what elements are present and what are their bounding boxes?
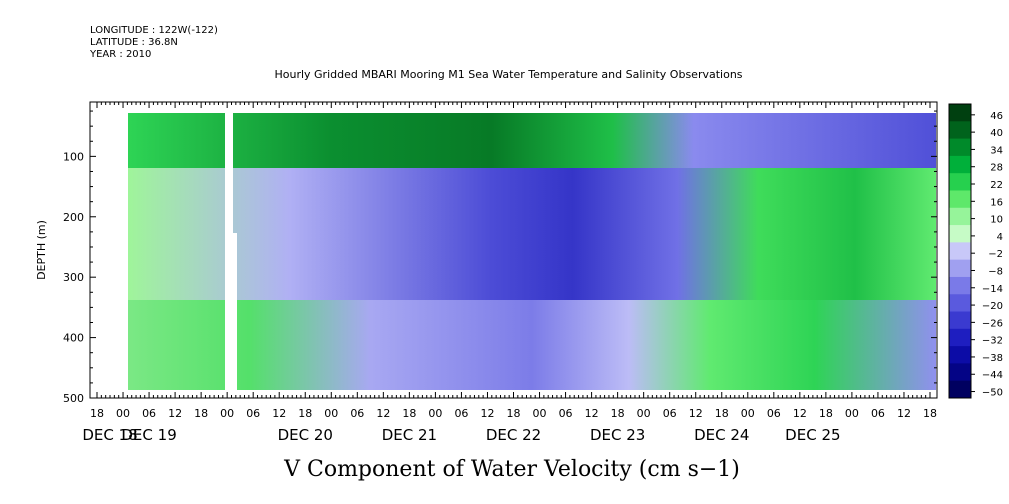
heatmap-band-surface [128, 113, 936, 168]
x-tick-label: 06 [350, 407, 364, 420]
colorbar-swatch [949, 104, 971, 122]
x-tick-label: 00 [533, 407, 547, 420]
x-tick-label: 00 [845, 407, 859, 420]
colorbar-label: 34 [990, 145, 1003, 156]
x-date-label: DEC 22 [486, 426, 541, 444]
x-tick-label: 06 [871, 407, 885, 420]
y-axis: 100 200 300 400 500 [63, 110, 937, 405]
colorbar-label: −26 [982, 318, 1003, 329]
x-date-label: DEC 21 [382, 426, 437, 444]
colorbar-swatch [949, 294, 971, 313]
x-date-label: DEC 19 [121, 426, 176, 444]
x-tick-label: 18 [90, 407, 104, 420]
x-tick-label: 00 [116, 407, 130, 420]
colorbar-label: 4 [997, 232, 1003, 243]
colorbar-label: 10 [990, 215, 1003, 226]
colorbar-swatch [949, 242, 971, 261]
x-date-label: DEC 18 [82, 426, 137, 444]
x-tick-label: 06 [767, 407, 781, 420]
x-date-label: DEC 23 [590, 426, 645, 444]
x-tick-label: 18 [298, 407, 312, 420]
colorbar-swatch [949, 259, 971, 278]
heatmap-gap-lower [225, 233, 237, 390]
chart-title: Hourly Gridded MBARI Mooring M1 Sea Wate… [274, 68, 743, 81]
colorbar: 46 40 34 28 22 16 10 4 −2 −8 −14 −20 −26 −32 −38 −44 −50 [948, 103, 1003, 399]
heatmap-band-mid [128, 150, 936, 320]
x-tick-label: 18 [923, 407, 937, 420]
colorbar-swatch [949, 190, 971, 209]
y-tick-label: 300 [63, 271, 84, 284]
colorbar-swatch [949, 380, 971, 399]
x-date-label: DEC 24 [694, 426, 749, 444]
colorbar-swatch [949, 328, 971, 347]
heatmap-gap [225, 113, 233, 233]
colorbar-swatch [949, 363, 971, 382]
x-tick-label: 06 [454, 407, 468, 420]
heatmap-field [128, 113, 936, 390]
x-tick-label: 00 [637, 407, 651, 420]
x-date-label: DEC 25 [785, 426, 840, 444]
x-tick-label: 00 [324, 407, 338, 420]
colorbar-label: −14 [982, 284, 1003, 295]
y-tick-label: 200 [63, 211, 84, 224]
x-tick-label: 18 [715, 407, 729, 420]
colorbar-swatch [949, 138, 971, 157]
colorbar-swatch [949, 207, 971, 226]
colorbar-label: 46 [990, 111, 1003, 122]
x-tick-label: 06 [663, 407, 677, 420]
colorbar-swatch [949, 311, 971, 330]
x-tick-label: 12 [376, 407, 390, 420]
y-tick-label: 500 [63, 392, 84, 405]
x-tick-label: 12 [168, 407, 182, 420]
colorbar-frame [948, 103, 972, 399]
colorbar-label: −20 [982, 301, 1003, 312]
colorbar-label: −38 [982, 353, 1003, 364]
x-tick-label: 18 [194, 407, 208, 420]
x-axis: 18 00 06 12 18 00 06 12 18 00 06 12 18 00 06 12 18 00 06 12… [82, 102, 937, 444]
x-tick-label: 06 [559, 407, 573, 420]
colorbar-label: 22 [990, 180, 1003, 191]
x-tick-label: 00 [428, 407, 442, 420]
longitude-label: LONGITUDE : 122W(-122) [90, 25, 218, 36]
colorbar-label: 28 [990, 163, 1003, 174]
x-tick-label: 00 [220, 407, 234, 420]
x-tick-label: 18 [507, 407, 521, 420]
colorbar-label: −2 [988, 249, 1003, 260]
colorbar-swatch [949, 155, 971, 174]
colorbar-swatch [949, 346, 971, 364]
x-tick-label: 12 [480, 407, 494, 420]
x-date-label: DEC 20 [278, 426, 333, 444]
x-tick-label: 06 [246, 407, 260, 420]
x-tick-label: 12 [272, 407, 286, 420]
variable-title: V Component of Water Velocity (cm s−1) [283, 457, 740, 482]
x-tick-label: 12 [585, 407, 599, 420]
colorbar-label: −8 [988, 266, 1003, 277]
x-tick-label: 18 [819, 407, 833, 420]
x-tick-label: 00 [741, 407, 755, 420]
colorbar-label: −50 [982, 388, 1003, 399]
colorbar-label: 40 [990, 128, 1003, 139]
y-tick-label: 400 [63, 332, 84, 345]
colorbar-swatch [949, 173, 971, 191]
year-label: YEAR : 2010 [90, 49, 152, 60]
colorbar-label: 16 [990, 197, 1003, 208]
colorbar-label: −32 [982, 336, 1003, 347]
colorbar-label: −44 [982, 370, 1003, 381]
colorbar-swatch [949, 225, 971, 243]
x-tick-label: 06 [142, 407, 156, 420]
colorbar-swatch [949, 121, 971, 140]
x-tick-label: 12 [793, 407, 807, 420]
colorbar-swatch [949, 276, 971, 295]
x-tick-label: 12 [897, 407, 911, 420]
y-axis-label: DEPTH (m) [35, 220, 48, 280]
latitude-label: LATITUDE : 36.8N [90, 37, 178, 48]
x-tick-label: 12 [689, 407, 703, 420]
y-tick-label: 100 [63, 150, 84, 163]
x-tick-label: 18 [402, 407, 416, 420]
heatmap-band-deep [128, 300, 936, 390]
x-tick-label: 18 [611, 407, 625, 420]
